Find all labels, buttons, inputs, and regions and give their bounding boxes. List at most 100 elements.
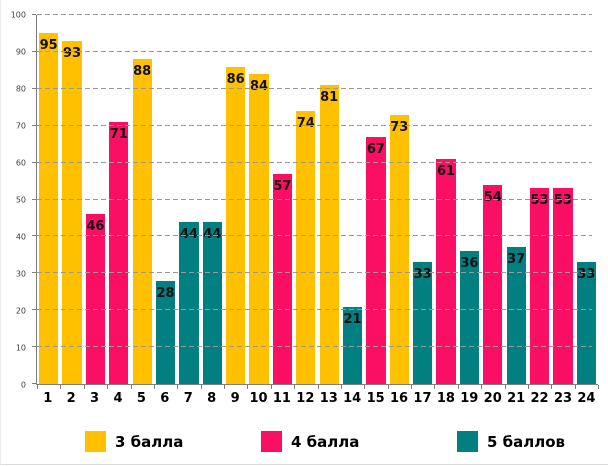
bar-slot: 21 bbox=[341, 15, 364, 384]
y-axis-tick-label: 0 bbox=[20, 380, 26, 390]
bar-value-label: 33 bbox=[577, 267, 596, 283]
bar-slot: 71 bbox=[107, 15, 130, 384]
y-axis-tick bbox=[32, 161, 36, 163]
x-axis-category-label: 9 bbox=[230, 391, 240, 406]
gridline bbox=[37, 346, 593, 348]
gridline bbox=[37, 161, 593, 163]
bar-value-label: 88 bbox=[133, 64, 152, 80]
legend-swatch bbox=[457, 431, 478, 452]
x-axis-category-label: 20 bbox=[483, 391, 502, 406]
bar: 84 bbox=[249, 74, 269, 384]
bar-slot: 84 bbox=[247, 15, 270, 384]
plot-area: 95 93 46 71 88 28 44 44 86 84 57 74 81 21 67 73 33 61 36 54… bbox=[32, 14, 599, 389]
x-axis-tick bbox=[177, 385, 179, 389]
x-axis-category-label: 5 bbox=[136, 391, 146, 406]
bar-value-label: 67 bbox=[366, 141, 385, 157]
x-axis-category-label: 12 bbox=[296, 391, 315, 406]
x-axis-category-label: 23 bbox=[553, 391, 573, 406]
bar-value-label: 95 bbox=[39, 38, 58, 54]
bar-value-label: 73 bbox=[390, 119, 409, 135]
bar-slot: 67 bbox=[364, 15, 387, 384]
y-axis-tick bbox=[32, 309, 36, 311]
x-axis-category-label: 6 bbox=[160, 391, 170, 406]
y-axis-tick bbox=[32, 124, 36, 126]
bar-slot: 53 bbox=[551, 15, 574, 384]
x-axis-category-label: 14 bbox=[343, 391, 362, 406]
y-axis-tick-label: 60 bbox=[15, 158, 26, 168]
x-axis-category-label: 21 bbox=[507, 391, 526, 406]
x-axis-tick bbox=[434, 385, 436, 389]
bar: 53 bbox=[553, 188, 573, 384]
x-axis-tick bbox=[294, 385, 296, 389]
y-axis-tick-label: 80 bbox=[15, 84, 26, 94]
bar-value-label: 28 bbox=[156, 285, 175, 301]
bar: 37 bbox=[506, 247, 526, 384]
y-axis-tick bbox=[32, 14, 36, 15]
y-axis-tick bbox=[32, 272, 36, 274]
x-axis-tick bbox=[270, 385, 272, 389]
x-axis-tick bbox=[317, 385, 319, 389]
x-axis-category-label: 11 bbox=[272, 391, 291, 406]
legend-swatch bbox=[85, 431, 106, 452]
bars-container: 95 93 46 71 88 28 44 44 86 84 57 74 81 21 67 73 33 61 36 54… bbox=[37, 15, 598, 384]
bar: 36 bbox=[459, 251, 480, 384]
bar-value-label: 57 bbox=[273, 178, 292, 194]
x-axis-tick bbox=[153, 385, 155, 389]
y-axis-tick-label: 10 bbox=[15, 343, 26, 353]
y-axis-labels: 0 10 20 30 40 50 60 70 80 90 100 bbox=[1, 11, 30, 390]
bar: 44 bbox=[202, 221, 222, 384]
y-axis-tick bbox=[32, 50, 36, 52]
bar: 33 bbox=[413, 262, 433, 384]
bar: 57 bbox=[272, 173, 293, 384]
bar-slot: 36 bbox=[458, 15, 481, 384]
y-axis-tick bbox=[32, 198, 36, 200]
bar-value-label: 44 bbox=[203, 226, 222, 242]
bar: 61 bbox=[436, 158, 456, 384]
bar: 93 bbox=[62, 40, 82, 384]
bar: 95 bbox=[39, 33, 59, 384]
bar-slot: 33 bbox=[411, 15, 434, 384]
bar-slot: 33 bbox=[575, 15, 598, 384]
legend-item: 5 баллов bbox=[457, 431, 565, 452]
x-axis-tick bbox=[527, 385, 529, 389]
bar: 54 bbox=[483, 184, 503, 384]
x-axis-tick bbox=[387, 385, 389, 389]
bottom-edge-line bbox=[1, 464, 608, 465]
y-axis-tick-label: 50 bbox=[15, 195, 26, 205]
x-axis-category-label: 3 bbox=[90, 391, 100, 406]
x-axis-tick bbox=[481, 385, 483, 389]
bar-slot: 46 bbox=[84, 15, 107, 384]
x-axis-tick bbox=[598, 385, 599, 389]
x-axis-category-label: 2 bbox=[66, 391, 76, 406]
bar-value-label: 86 bbox=[226, 71, 245, 87]
gridline bbox=[37, 235, 593, 237]
bar: 53 bbox=[529, 188, 550, 384]
x-axis-category-label: 15 bbox=[366, 391, 385, 406]
x-axis-labels: 1 2 3 4 5 6 7 8 9 10 11 12 13 14 15 16 17 18 19 20 21 22 23 24 bbox=[36, 391, 598, 406]
y-axis-tick-label: 70 bbox=[15, 121, 26, 131]
x-axis-tick bbox=[130, 385, 132, 389]
bar-slot: 81 bbox=[318, 15, 341, 384]
gridline bbox=[37, 272, 593, 274]
x-axis-category-label: 19 bbox=[460, 391, 479, 406]
x-axis-tick bbox=[411, 385, 412, 389]
x-axis-tick bbox=[224, 385, 225, 389]
bar: 46 bbox=[85, 214, 106, 384]
bar-slot: 74 bbox=[294, 15, 317, 384]
x-axis-category-label: 8 bbox=[207, 391, 217, 406]
bar-value-label: 44 bbox=[179, 226, 198, 242]
bar: 74 bbox=[296, 110, 316, 384]
bar-value-label: 33 bbox=[413, 267, 432, 283]
x-axis-tick bbox=[457, 385, 459, 389]
legend: 3 балла 4 балла 5 баллов bbox=[1, 431, 608, 457]
gridline bbox=[37, 198, 593, 200]
legend-label: 3 балла bbox=[115, 432, 184, 451]
bar-value-label: 61 bbox=[437, 163, 456, 179]
bar-value-label: 81 bbox=[320, 90, 339, 106]
y-axis-tick-label: 100 bbox=[10, 10, 26, 20]
bar-value-label: 36 bbox=[460, 256, 479, 272]
y-axis-tick-label: 90 bbox=[15, 47, 26, 57]
bar-value-label: 93 bbox=[63, 45, 82, 61]
x-axis-category-label: 16 bbox=[389, 391, 409, 406]
